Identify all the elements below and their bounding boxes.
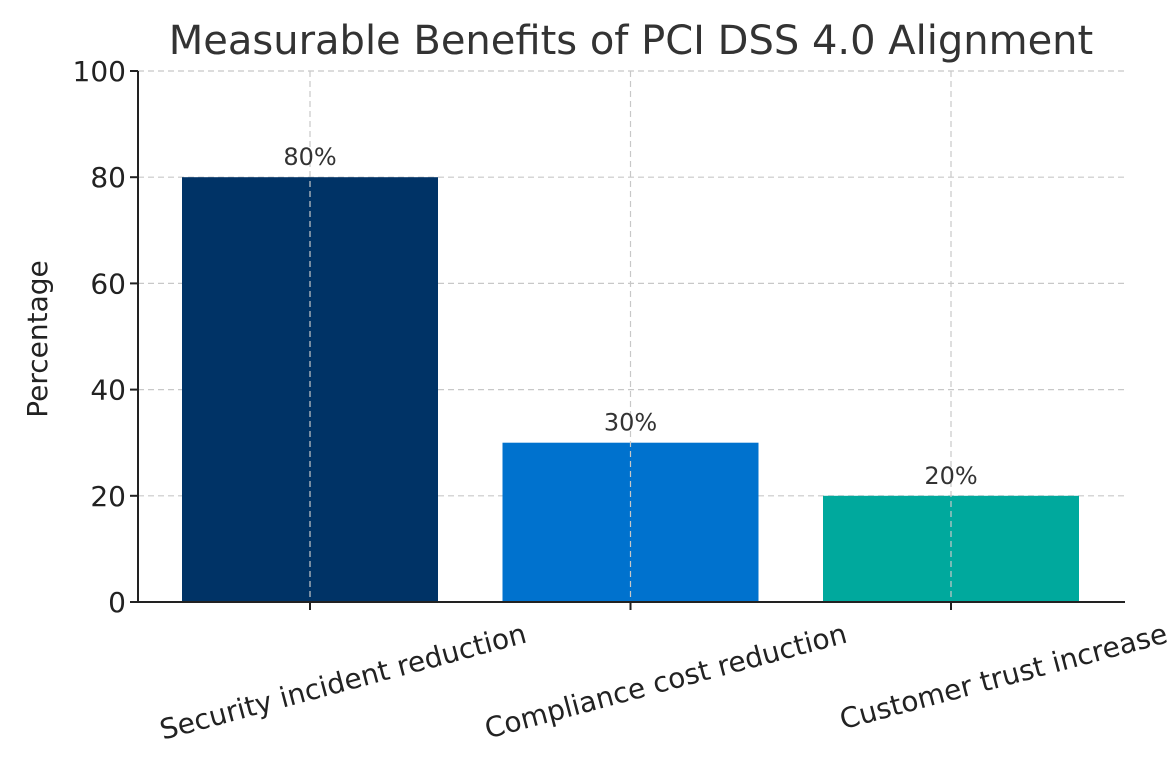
- axes: [130, 70, 1125, 610]
- bar: [182, 177, 438, 602]
- y-tick-label: 60: [90, 267, 126, 300]
- y-tick-label: 80: [90, 161, 126, 194]
- x-tick-label: Security incident reduction: [156, 617, 530, 747]
- y-tick-label: 40: [90, 374, 126, 407]
- bar-value-label: 80%: [283, 143, 336, 171]
- y-axis-title: Percentage: [21, 260, 54, 418]
- x-tick-label: Customer trust increase: [836, 617, 1170, 736]
- vertical-grid-lines: [309, 71, 952, 602]
- y-tick-label: 0: [108, 586, 126, 619]
- y-tick-label: 100: [73, 55, 126, 88]
- bar-value-label: 20%: [924, 462, 977, 490]
- bar-value-label: 30%: [604, 409, 657, 437]
- y-tick-label: 20: [90, 480, 126, 513]
- x-tick-label: Compliance cost reduction: [481, 617, 850, 746]
- chart-title: Measurable Benefits of PCI DSS 4.0 Align…: [169, 18, 1093, 64]
